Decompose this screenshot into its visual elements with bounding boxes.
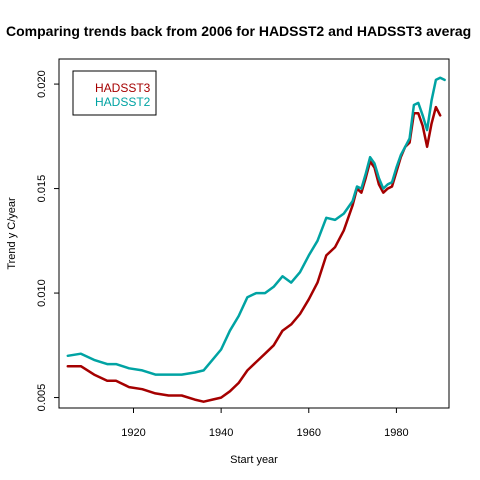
x-tick-label: 1980 [384,427,408,439]
y-tick-label: 0.010 [36,279,48,307]
x-tick-label: 1920 [121,427,145,439]
plot-frame [58,58,450,409]
y-axis: 0.005 0.010 0.015 0.020 [36,70,59,411]
legend: HADSST3 HADSST2 [72,70,157,116]
legend-item-hadsst3: HADSST3 [95,81,151,95]
series-layer [66,76,446,403]
x-tick-label: 1960 [297,427,321,439]
series-line-hadsst2 [66,76,446,376]
x-tick-label: 1940 [209,427,233,439]
series-line-hadsst3 [66,105,442,403]
y-axis-label: Trend y C/year [6,197,18,270]
x-axis-label: Start year [230,454,278,466]
y-tick-label: 0.015 [36,175,48,203]
y-tick-label: 0.020 [36,70,48,98]
legend-box [72,70,157,116]
x-axis: 1920 1940 1960 1980 [121,408,409,439]
chart-title: Comparing trends back from 2006 for HADS… [6,23,471,39]
y-tick-label: 0.005 [36,384,48,412]
legend-item-hadsst2: HADSST2 [95,95,151,109]
